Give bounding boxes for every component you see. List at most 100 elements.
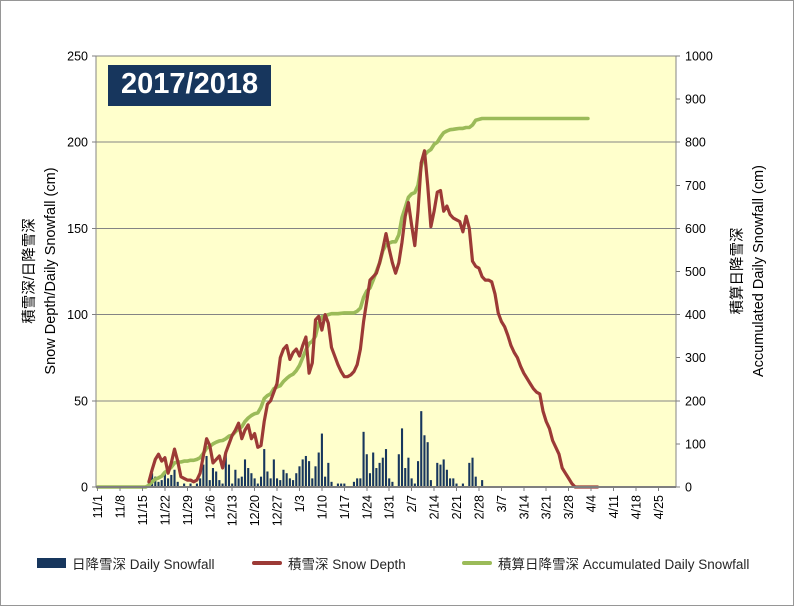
daily-snowfall-bar (362, 431, 365, 487)
legend-label-accumulated: 積算日降雪深 Accumulated Daily Snowfall (498, 557, 750, 572)
legend-label-snow-depth: 積雪深 Snow Depth (288, 557, 406, 572)
legend-item-accumulated: 積算日降雪深 Accumulated Daily Snowfall (462, 553, 749, 573)
right-axis-title-jp: 積算日降雪深 (729, 227, 746, 315)
daily-snowfall-bar (343, 483, 346, 487)
daily-snowfall-bar (368, 473, 372, 487)
left-axis-tick-label: 200 (67, 136, 88, 150)
daily-snowfall-bar (445, 469, 448, 487)
right-axis-tick-label: 400 (685, 308, 706, 322)
daily-snowfall-bar (250, 473, 253, 487)
left-axis-tick-label: 50 (74, 394, 88, 408)
daily-snowfall-bar (429, 480, 432, 487)
daily-snowfall-bar (176, 481, 179, 487)
daily-snowfall-bar (208, 480, 211, 487)
daily-snowfall-bar (227, 464, 231, 487)
daily-snowfall-bar (218, 480, 221, 487)
daily-snowfall-bar (378, 462, 381, 487)
daily-snowfall-bar (413, 483, 416, 487)
daily-snowfall-bar (388, 478, 391, 487)
x-axis-tick-label: 4/18 (629, 495, 643, 519)
daily-snowfall-bar (436, 462, 439, 487)
daily-snowfall-bar (311, 478, 314, 487)
daily-snowfall-swatch (37, 558, 66, 568)
daily-snowfall-bar (215, 471, 218, 487)
daily-snowfall-bar (301, 459, 304, 487)
x-axis-tick-label: 1/3 (293, 495, 307, 512)
right-axis-tick-label: 100 (685, 437, 706, 451)
daily-snowfall-bar (221, 483, 224, 487)
x-axis-tick-label: 4/25 (652, 495, 666, 519)
daily-snowfall-bar (352, 481, 356, 487)
daily-snowfall-bar (384, 449, 388, 487)
daily-snowfall-bar (327, 462, 330, 487)
daily-snowfall-bar (211, 468, 215, 487)
left-axis-title-en: Snow Depth/Daily Snowfall (cm) (43, 167, 59, 375)
daily-snowfall-bar (340, 483, 343, 487)
daily-snowfall-bar (195, 483, 198, 487)
daily-snowfall-bar (199, 478, 202, 487)
daily-snowfall-bar (442, 459, 445, 487)
legend-item-snow-depth: 積雪深 Snow Depth (252, 553, 406, 573)
snow-depth-swatch (252, 561, 282, 565)
daily-snowfall-bar (279, 480, 282, 487)
daily-snowfall-bar (240, 476, 243, 487)
right-axis-title-en: Accumulated Daily Snowfall (cm) (751, 165, 767, 377)
daily-snowfall-bar (288, 478, 291, 487)
daily-snowfall-bar (317, 452, 320, 487)
daily-snowfall-bar (285, 473, 288, 487)
x-axis-tick-label: 12/20 (248, 495, 262, 526)
daily-snowfall-bar (189, 483, 192, 487)
daily-snowfall-bar (259, 476, 263, 487)
daily-snowfall-bar (410, 478, 413, 487)
right-axis-tick-label: 800 (685, 136, 706, 150)
daily-snowfall-bar (163, 471, 166, 487)
x-axis-tick-label: 1/24 (360, 495, 374, 519)
x-axis-tick-label: 3/28 (562, 495, 576, 519)
x-axis-tick-label: 3/21 (540, 495, 554, 519)
right-axis-tick-label: 600 (685, 222, 706, 236)
daily-snowfall-bar (253, 478, 256, 487)
left-axis-title-jp: 積雪深/日降雪深 (21, 218, 38, 324)
right-axis-tick-label: 900 (685, 93, 706, 107)
legend-item-daily-snowfall: 日降雪深 Daily Snowfall (37, 553, 215, 573)
right-axis-title: 積算日降雪深 Accumulated Daily Snowfall (cm) (728, 51, 770, 491)
daily-snowfall-bar (157, 481, 160, 487)
daily-snowfall-bar (292, 480, 295, 487)
x-axis-tick-label: 12/13 (226, 495, 240, 526)
x-axis-tick-label: 11/15 (136, 495, 150, 525)
right-axis-tick-label: 1000 (685, 50, 713, 64)
daily-snowfall-bar (471, 457, 474, 487)
right-axis-tick-label: 300 (685, 351, 706, 365)
daily-snowfall-bar (234, 469, 237, 487)
x-axis-tick-label: 1/17 (338, 495, 352, 519)
daily-snowfall-bar (205, 455, 208, 487)
daily-snowfall-bar (439, 464, 442, 487)
daily-snowfall-bar (167, 478, 170, 487)
chart-title: 2017/2018 (108, 65, 272, 106)
daily-snowfall-bar (170, 474, 173, 487)
daily-snowfall-bar (263, 449, 266, 487)
daily-snowfall-bar (426, 442, 429, 487)
daily-snowfall-bar (266, 471, 269, 487)
x-axis-tick-label: 1/31 (383, 495, 397, 519)
x-axis-tick-label: 11/29 (181, 495, 195, 525)
daily-snowfall-bar (330, 481, 333, 487)
x-axis-tick-label: 3/14 (517, 495, 531, 519)
daily-snowfall-bar (173, 469, 176, 487)
left-axis-tick-label: 150 (67, 222, 88, 236)
x-axis-tick-label: 12/27 (271, 495, 285, 526)
daily-snowfall-bar (420, 411, 423, 487)
daily-snowfall-bar (154, 476, 157, 487)
left-axis-tick-label: 100 (67, 308, 88, 322)
daily-snowfall-bar (231, 483, 234, 487)
daily-snowfall-bar (397, 454, 400, 487)
daily-snowfall-bar (224, 452, 227, 487)
legend: 日降雪深 Daily Snowfall 積雪深 Snow Depth 積算日降雪… (1, 553, 793, 579)
daily-snowfall-bar (308, 461, 311, 487)
daily-snowfall-bar (336, 483, 339, 487)
daily-snowfall-bar (452, 478, 455, 487)
daily-snowfall-bar (320, 433, 323, 487)
daily-snowfall-bar (404, 468, 407, 487)
x-axis-tick-label: 4/11 (607, 495, 621, 518)
